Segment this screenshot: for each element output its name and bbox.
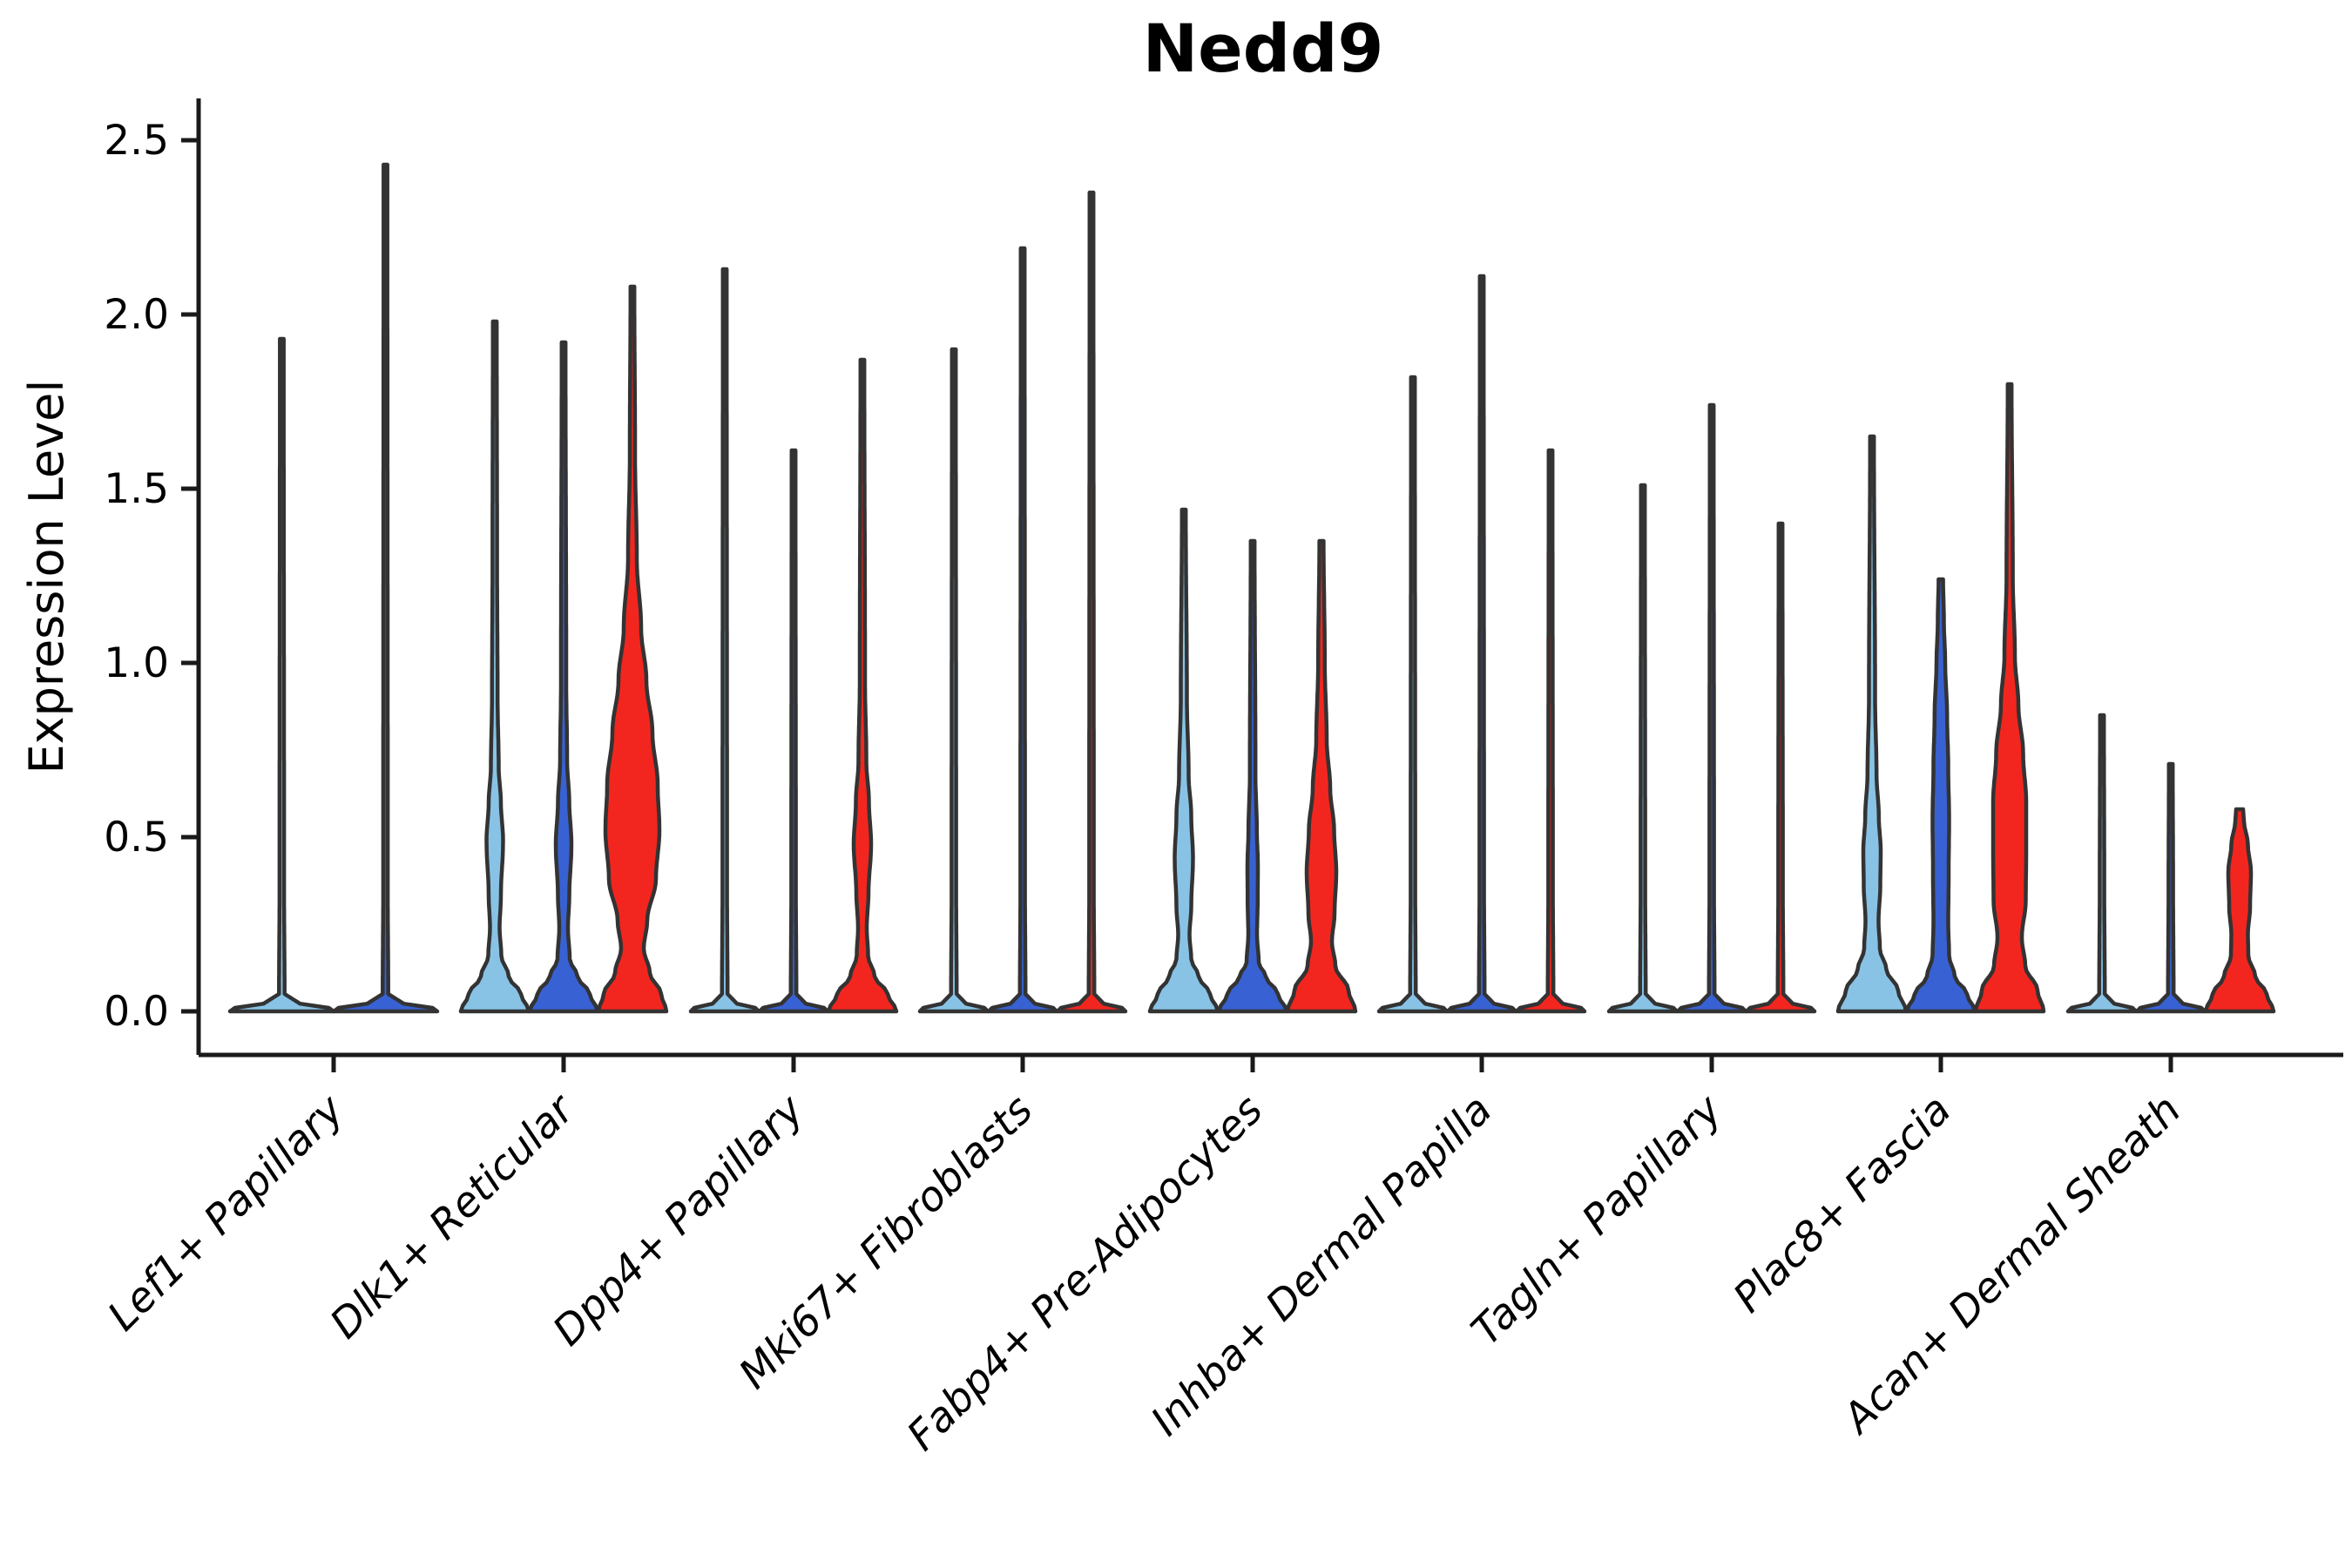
violin	[331, 162, 440, 1014]
violin-group-8	[1835, 382, 2046, 1014]
violin	[596, 284, 669, 1014]
violin-group-9	[2065, 713, 2276, 1014]
violin-group-1	[227, 162, 440, 1014]
violin	[1055, 190, 1128, 1014]
violins-layer	[227, 162, 2276, 1014]
violin	[1744, 521, 1817, 1014]
violin	[1973, 382, 2046, 1014]
y-tick-label: 2.0	[104, 291, 169, 339]
violin	[986, 246, 1059, 1014]
y-axis-label: Expression Level	[19, 380, 74, 774]
chart-title: Nedd9	[1143, 10, 1384, 87]
violin	[1216, 538, 1289, 1014]
axes: 0.0 0.5 1.0 1.5 2.0 2.5	[104, 98, 2343, 1058]
violin	[1606, 483, 1680, 1014]
violin	[1904, 577, 1977, 1014]
x-tick-label: Dlk1+ Reticular	[321, 1085, 585, 1348]
x-tick-label: Lef1+ Papillary	[98, 1085, 354, 1341]
y-tick-label: 1.0	[104, 639, 169, 687]
violin	[1675, 402, 1748, 1014]
violin	[527, 340, 600, 1014]
y-tick-label: 2.5	[104, 117, 169, 165]
violin	[2065, 713, 2139, 1014]
x-tick-label: Dpp4+ Papillary	[544, 1085, 814, 1355]
violin	[1285, 538, 1358, 1014]
violin-group-7	[1606, 402, 1817, 1014]
violin-group-3	[688, 267, 899, 1014]
violin	[688, 267, 761, 1014]
violin	[1147, 507, 1220, 1014]
y-tick-label: 1.5	[104, 465, 169, 513]
violin	[826, 357, 899, 1014]
violin	[1835, 434, 1909, 1014]
violin-group-6	[1376, 274, 1587, 1014]
violin	[1445, 274, 1518, 1014]
violin	[2203, 807, 2276, 1014]
y-tick-label: 0.0	[104, 988, 169, 1036]
violin-group-5	[1147, 507, 1358, 1014]
violin-group-4	[917, 190, 1128, 1014]
x-tick-label: Plac8+ Fascia	[1724, 1086, 1960, 1322]
violin-group-2	[458, 284, 669, 1014]
x-tick-label: Tagln+ Papillary	[1463, 1085, 1733, 1355]
violin	[757, 448, 830, 1014]
violin	[458, 319, 531, 1014]
y-tick-label: 0.5	[104, 814, 169, 862]
violin	[1376, 375, 1450, 1014]
violin	[2134, 761, 2207, 1014]
violin	[1514, 448, 1587, 1014]
violin	[227, 336, 336, 1014]
violin	[917, 347, 990, 1014]
